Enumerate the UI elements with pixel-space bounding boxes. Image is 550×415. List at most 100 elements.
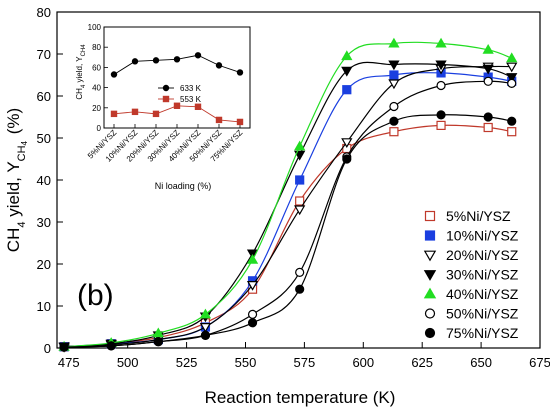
data-point: [483, 112, 493, 122]
inset-data-point: [152, 110, 160, 118]
inset-y-tick-label: 20: [92, 104, 101, 113]
legend-item: 40%Ni/YSZ: [423, 286, 519, 302]
data-point: [436, 120, 446, 131]
legend-label: 50%Ni/YSZ: [446, 306, 519, 322]
data-point: [389, 101, 399, 112]
y-axis-title-sub2: CH: [16, 145, 28, 161]
x-axis-title: Reaction temperature (K): [205, 388, 396, 407]
y-axis-title-mid: yield, Y: [4, 161, 23, 221]
data-point: [295, 267, 305, 277]
data-point: [436, 80, 446, 91]
data-point: [483, 76, 493, 86]
x-tick-label: 575: [294, 355, 316, 370]
data-point: [506, 62, 518, 73]
legend-label: 30%Ni/YSZ: [446, 267, 519, 283]
data-point: [507, 116, 517, 126]
inset-y-tick-label: 100: [88, 23, 102, 32]
y-tick-label: 0: [44, 341, 51, 356]
inset-chart: 0 20 40 60 80 100 5%Ni/YSZ10%Ni/YSZ20%Ni/YSZ3…: [75, 23, 251, 191]
data-point: [247, 309, 258, 319]
data-point: [247, 318, 258, 328]
legend: 5%Ni/YSZ 10%Ni/YSZ 20%Ni/YSZ 30%Ni/YSZ 40%Ni…: [423, 208, 519, 341]
x-tick-label: 675: [529, 355, 550, 370]
x-tick-label: 525: [176, 355, 198, 370]
legend-item: 10%Ni/YSZ: [424, 228, 519, 244]
inset-data-point: [110, 71, 118, 78]
data-point: [341, 66, 353, 77]
y-tick-label: 50: [37, 131, 51, 146]
inset-x-ticks: 5%Ni/YSZ10%Ni/YSZ20%Ni/YSZ30%Ni/YSZ40%Ni…: [86, 124, 244, 164]
legend-marker: [424, 230, 436, 241]
data-point: [295, 196, 305, 206]
inset-legend-marker: [162, 95, 170, 103]
inset-series-553 K: [110, 102, 244, 126]
inset-series-group: [110, 52, 244, 126]
inset-legend: 633 K 553 K: [158, 84, 202, 104]
legend-marker: [423, 270, 437, 281]
legend-item: 50%Ni/YSZ: [424, 306, 519, 322]
data-point: [436, 110, 446, 120]
series-75%Ni/YSZ: [59, 110, 517, 352]
data-point: [506, 52, 518, 63]
inset-y-axis-title: CH4 yield, YCH4: [75, 44, 87, 100]
legend-marker: [424, 327, 436, 339]
inset-legend-label: 633 K: [180, 84, 202, 93]
legend-label: 75%Ni/YSZ: [446, 325, 519, 341]
data-point: [435, 60, 447, 71]
data-point: [152, 327, 164, 338]
data-point: [246, 253, 259, 264]
data-point: [435, 37, 447, 48]
legend-label: 20%Ni/YSZ: [446, 247, 519, 263]
inset-legend-label: 553 K: [180, 95, 202, 104]
y-tick-label: 40: [37, 173, 51, 188]
legend-item: 30%Ni/YSZ: [423, 267, 519, 283]
inset-legend-item: 633 K: [158, 84, 202, 93]
inset-data-point: [194, 52, 202, 59]
legend-label: 40%Ni/YSZ: [446, 286, 519, 302]
data-point: [342, 154, 352, 164]
data-point: [389, 127, 399, 137]
x-tick-label: 650: [470, 355, 492, 370]
data-point: [388, 37, 400, 48]
inset-y-tick-label: 0: [97, 124, 102, 133]
x-axis-ticks: 475 500 525 550 575 600 625 650 675: [58, 342, 550, 370]
inset-data-point: [131, 108, 139, 116]
data-point: [153, 337, 163, 347]
data-point: [341, 138, 353, 149]
inset-y-ticks: 0 20 40 60 80 100: [88, 23, 108, 133]
inset-data-point: [110, 110, 118, 118]
data-point: [388, 79, 400, 90]
x-tick-label: 600: [352, 355, 374, 370]
data-point: [482, 64, 494, 75]
legend-marker: [423, 250, 437, 262]
inset-data-point: [131, 58, 139, 65]
inset-data-point: [236, 118, 244, 126]
y-axis-title: CH4 yield, YCH4 (%): [4, 108, 29, 252]
data-point: [483, 122, 493, 133]
data-point: [246, 281, 259, 291]
x-tick-label: 475: [58, 355, 80, 370]
data-point: [199, 323, 212, 333]
y-tick-label: 70: [37, 47, 51, 62]
y-axis-title-post: (%): [4, 108, 23, 139]
y-axis-title-sub1: 4: [16, 222, 28, 228]
data-point: [295, 175, 305, 185]
inset-y-tick-label: 80: [92, 43, 101, 52]
data-point: [199, 308, 212, 319]
legend-marker: [424, 210, 436, 222]
data-point: [342, 85, 352, 95]
data-point: [506, 73, 518, 83]
x-tick-label: 550: [235, 355, 257, 370]
inset-data-point: [215, 116, 223, 124]
legend-item: 75%Ni/YSZ: [424, 325, 519, 341]
data-point: [341, 50, 353, 61]
series-group: [58, 37, 518, 353]
y-tick-label: 60: [37, 89, 51, 104]
y-axis-title-pre: CH: [4, 228, 23, 253]
inset-data-point: [215, 62, 223, 69]
x-tick-label: 500: [117, 355, 139, 370]
legend-label: 5%Ni/YSZ: [446, 208, 511, 224]
data-point: [200, 330, 211, 340]
inset-data-point: [173, 102, 181, 109]
